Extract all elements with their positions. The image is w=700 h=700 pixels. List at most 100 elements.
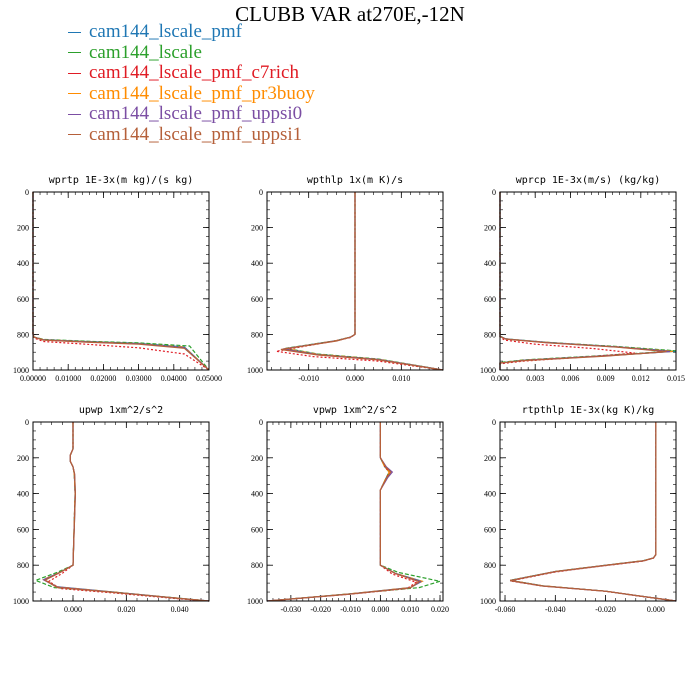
legend-swatch bbox=[68, 52, 81, 54]
series-line bbox=[509, 422, 677, 602]
series-line bbox=[285, 192, 444, 371]
series-line bbox=[280, 192, 444, 371]
x-tick-label: 0.02000 bbox=[90, 374, 116, 383]
x-tick-label: 0.012 bbox=[632, 374, 650, 383]
panel-4: vpwp 1xm^2/s^2 -0.030 -0.020 -0.010 0.000 0.0… bbox=[247, 405, 449, 614]
plot-frame bbox=[499, 191, 677, 371]
y-tick-label: 400 bbox=[17, 490, 29, 499]
x-tick-label: 0.010 bbox=[392, 374, 410, 383]
panel-title: vpwp 1xm^2/s^2 bbox=[313, 405, 397, 416]
x-tick-label: 0.01000 bbox=[55, 374, 81, 383]
plot-frame bbox=[499, 421, 677, 602]
panel-title: upwp 1xm^2/s^2 bbox=[79, 405, 163, 416]
legend: cam144_lscale_pmf cam144_lscale cam144_l… bbox=[68, 21, 315, 146]
x-tick-label: 0.000 bbox=[371, 605, 389, 614]
x-tick-label: 0.015 bbox=[667, 374, 685, 383]
x-tick-label: -0.020 bbox=[310, 605, 331, 614]
y-tick-label: 400 bbox=[484, 259, 496, 268]
y-tick-label: 800 bbox=[17, 561, 29, 570]
legend-swatch bbox=[68, 113, 81, 115]
x-tick-label: 0.010 bbox=[401, 605, 419, 614]
legend-item: cam144_lscale_pmf bbox=[68, 21, 315, 43]
series-line bbox=[499, 192, 667, 370]
legend-label: cam144_lscale_pmf_uppsi1 bbox=[89, 123, 303, 145]
y-tick-label: 400 bbox=[251, 490, 263, 499]
y-tick-label: 1000 bbox=[13, 597, 29, 606]
x-tick-label: -0.010 bbox=[298, 374, 319, 383]
panel-title: wpthlp 1x(m K)/s bbox=[307, 175, 403, 186]
y-tick-label: 0 bbox=[25, 418, 29, 427]
y-tick-label: 600 bbox=[484, 295, 496, 304]
series-line bbox=[499, 192, 671, 370]
panel-title: wprcp 1E-3x(m/s) (kg/kg) bbox=[516, 175, 661, 186]
y-tick-label: 0 bbox=[25, 188, 29, 197]
panel-0: wprtp 1E-3x(m kg)/(s kg) 0.00000 0.01000 0.… bbox=[13, 175, 222, 383]
y-tick-label: 200 bbox=[17, 454, 29, 463]
plot-frame bbox=[266, 421, 444, 602]
x-tick-label: 0.000 bbox=[346, 374, 364, 383]
series-line bbox=[283, 192, 444, 371]
y-tick-label: 400 bbox=[17, 259, 29, 268]
figure-title: CLUBB VAR at270E,-12N bbox=[235, 2, 465, 26]
x-tick-label: 0.00000 bbox=[20, 374, 46, 383]
y-tick-label: 600 bbox=[484, 525, 496, 534]
x-tick-label: 0.003 bbox=[526, 374, 544, 383]
panel-3: upwp 1xm^2/s^2 0.000 0.020 0.040 0 200 400 600 8… bbox=[13, 405, 210, 614]
legend-item: cam144_lscale_pmf_uppsi1 bbox=[68, 123, 315, 146]
y-tick-label: 600 bbox=[251, 525, 263, 534]
x-tick-label: -0.060 bbox=[495, 605, 516, 614]
y-tick-label: 1000 bbox=[13, 366, 29, 375]
y-tick-label: 800 bbox=[484, 330, 496, 339]
x-tick-label: 0.05000 bbox=[196, 374, 222, 383]
series-line bbox=[42, 422, 210, 602]
y-tick-label: 200 bbox=[251, 224, 263, 233]
y-tick-label: 800 bbox=[484, 561, 496, 570]
legend-label: cam144_lscale_pmf_c7rich bbox=[89, 62, 299, 84]
x-tick-label: 0.009 bbox=[597, 374, 615, 383]
series-line bbox=[266, 422, 418, 602]
series-line bbox=[285, 192, 444, 371]
panel-2: wprcp 1E-3x(m/s) (kg/kg) 0.000 0.003 0.006 0… bbox=[480, 175, 685, 383]
y-tick-label: 1000 bbox=[480, 597, 496, 606]
series-line bbox=[266, 422, 441, 602]
y-tick-label: 400 bbox=[251, 259, 263, 268]
y-tick-label: 200 bbox=[17, 224, 29, 233]
series-line bbox=[42, 422, 210, 602]
series-line bbox=[34, 422, 210, 602]
panel-title: rtpthlp 1E-3x(kg K)/kg bbox=[522, 405, 654, 416]
panel-title: wprtp 1E-3x(m kg)/(s kg) bbox=[49, 175, 194, 186]
legend-item: cam144_lscale bbox=[68, 42, 315, 64]
y-tick-label: 1000 bbox=[480, 366, 496, 375]
legend-item: cam144_lscale_pmf_uppsi0 bbox=[68, 103, 315, 125]
legend-swatch bbox=[68, 93, 81, 95]
y-tick-label: 800 bbox=[251, 561, 263, 570]
y-tick-label: 800 bbox=[251, 330, 263, 339]
legend-label: cam144_lscale_pmf_uppsi0 bbox=[89, 103, 303, 125]
x-tick-label: 0.006 bbox=[561, 374, 579, 383]
y-tick-label: 200 bbox=[484, 454, 496, 463]
series-line bbox=[509, 422, 677, 602]
legend-item: cam144_lscale_pmf_pr3buoy bbox=[68, 82, 315, 105]
x-tick-label: -0.020 bbox=[595, 605, 616, 614]
y-tick-label: 1000 bbox=[247, 597, 263, 606]
legend-label: cam144_lscale_pmf bbox=[89, 21, 243, 43]
panel-1: wpthlp 1x(m K)/s -0.010 0.000 0.010 0 200 400 6… bbox=[247, 175, 444, 383]
plot-frame bbox=[266, 191, 444, 371]
x-tick-label: -0.040 bbox=[545, 605, 566, 614]
series-line bbox=[509, 422, 677, 602]
y-tick-label: 1000 bbox=[247, 366, 263, 375]
y-tick-label: 0 bbox=[492, 188, 496, 197]
legend-swatch bbox=[68, 72, 81, 74]
y-tick-label: 600 bbox=[17, 525, 29, 534]
x-tick-label: -0.030 bbox=[281, 605, 302, 614]
legend-item: cam144_lscale_pmf_c7rich bbox=[68, 62, 315, 84]
series-line bbox=[276, 192, 444, 371]
y-tick-label: 600 bbox=[17, 295, 29, 304]
x-tick-label: 0.000 bbox=[491, 374, 509, 383]
legend-swatch bbox=[68, 134, 81, 136]
x-tick-label: 0.000 bbox=[647, 605, 665, 614]
legend-swatch bbox=[68, 31, 81, 33]
plot-frame bbox=[32, 191, 210, 371]
legend-label: cam144_lscale_pmf_pr3buoy bbox=[89, 82, 315, 104]
